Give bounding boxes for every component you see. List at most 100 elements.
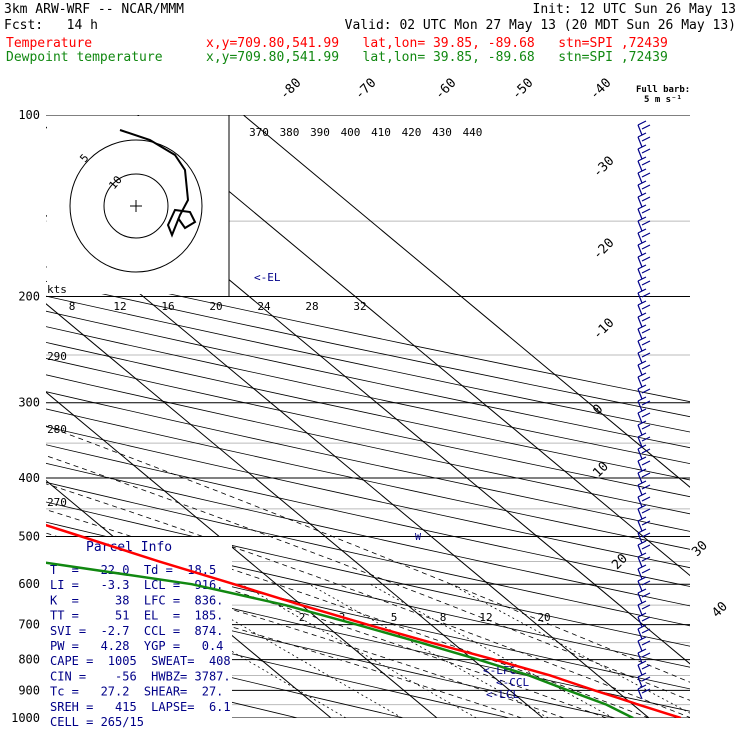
wind-barb — [637, 588, 651, 604]
temperature-label: Temperature — [6, 36, 93, 51]
isotherm-line — [46, 303, 544, 718]
wind-barb — [637, 684, 651, 700]
moist-adiabat-label: 20 — [209, 300, 222, 313]
hodograph-ring — [103, 173, 169, 239]
parcel-info-row: SVI = -2.7 CCL = 874. — [50, 624, 223, 638]
pressure-label: 100 — [18, 108, 40, 122]
wind-barb — [637, 132, 651, 148]
wind-barb — [637, 648, 651, 664]
wind-barb — [637, 528, 651, 544]
wind-barb — [637, 228, 651, 244]
wind-barb — [637, 612, 651, 628]
moist-adiabat-line — [46, 573, 522, 718]
dry-adiabat-line — [46, 280, 690, 418]
parcel-info-row: Tc = 27.2 SHEAR= 27. — [50, 685, 223, 699]
wind-barb — [637, 252, 651, 268]
theta-label: 390 — [310, 126, 330, 139]
el-label: <-EL — [254, 271, 281, 284]
wind-barb — [637, 312, 651, 328]
wind-barb — [637, 456, 651, 472]
wind-barb — [637, 384, 651, 400]
mixing-ratio-label: 5 — [391, 611, 398, 624]
parcel-info-row: PW = 4.28 YGP = 0.4 — [50, 639, 223, 653]
wind-barb — [637, 276, 651, 292]
pressure-label: 700 — [18, 618, 40, 632]
wind-barb — [637, 120, 651, 136]
wind-barb — [637, 336, 651, 352]
pressure-label: 900 — [18, 683, 40, 697]
lfc-label: <-LFC — [483, 664, 516, 677]
pressure-label: 600 — [18, 577, 40, 591]
theta-label: 280 — [47, 423, 67, 436]
wind-barb — [637, 432, 651, 448]
dry-adiabat-line — [46, 481, 690, 627]
theta-label: 290 — [47, 350, 67, 363]
dry-adiabat-line — [46, 326, 690, 465]
barb-legend-title: Full barb: — [636, 85, 690, 95]
mixing-ratio-label: 8 — [440, 611, 447, 624]
wind-barb — [637, 420, 651, 436]
isotherm-label: -10 — [590, 316, 617, 343]
wind-barb — [637, 348, 651, 364]
barb-legend-value: 5 m s⁻¹ — [644, 95, 682, 105]
wind-barb — [637, 408, 651, 424]
isotherm-label: -50 — [509, 76, 536, 103]
wind-barb — [637, 360, 651, 376]
isotherm-label: -40 — [587, 76, 614, 103]
isotherm-label: -70 — [352, 76, 379, 103]
dry-adiabat-line — [46, 426, 690, 569]
wind-barb — [637, 468, 651, 484]
parcel-info-row: TT = 51 EL = 185. — [50, 609, 223, 623]
parcel-info-row: K = 38 LFC = 836. — [50, 593, 223, 607]
wind-barb — [637, 480, 651, 496]
wind-barb — [637, 444, 651, 460]
theta-label: 440 — [463, 126, 483, 139]
wind-barb — [637, 240, 651, 256]
wind-barb — [637, 324, 651, 340]
wet-bulb-zero-marker: W — [415, 532, 422, 543]
dry-adiabat-line — [46, 341, 690, 481]
pressure-label: 400 — [18, 471, 40, 485]
mixing-ratio-line — [241, 583, 477, 718]
wind-barb — [637, 204, 651, 220]
isotherm-line — [46, 214, 650, 718]
temperature-line — [46, 523, 682, 718]
lcl-label: <-LCL — [486, 688, 519, 701]
temperature-location: x,y=709.80,541.99 lat,lon= 39.85, -89.68… — [206, 36, 668, 51]
hodograph-trace — [119, 129, 197, 238]
forecast-hour: Fcst: 14 h — [4, 18, 98, 33]
moist-adiabat-line — [46, 455, 690, 701]
moist-adiabat-label: 12 — [113, 300, 126, 313]
wind-barb — [637, 144, 651, 160]
dewpoint-location: x,y=709.80,541.99 lat,lon= 39.85, -89.68… — [206, 50, 668, 65]
wind-barb — [637, 168, 651, 184]
dry-adiabat-line — [46, 501, 690, 647]
theta-label: 410 — [371, 126, 391, 139]
wind-barb — [637, 264, 651, 280]
parcel-info-row: CIN = -56 HWBZ= 3787. — [50, 669, 231, 683]
theta-label: 430 — [432, 126, 452, 139]
theta-label: 400 — [341, 126, 361, 139]
mixing-ratio-line — [308, 583, 549, 718]
moist-adiabat-label: 16 — [161, 300, 174, 313]
dewpoint-line — [46, 561, 634, 718]
dry-adiabat-line — [46, 462, 690, 607]
wind-barb — [637, 672, 651, 688]
wind-barb — [637, 156, 651, 172]
mixing-ratio-label: 20 — [537, 611, 550, 624]
dry-adiabat-line — [46, 444, 690, 587]
pressure-label: 200 — [18, 290, 40, 304]
parcel-info-row: CELL = 265/15 — [50, 715, 144, 729]
pressure-label: 1000 — [11, 711, 40, 725]
wind-barb — [637, 516, 651, 532]
init-time: Init: 12 UTC Sun 26 May 13 — [532, 2, 737, 17]
isotherm-line — [137, 115, 690, 577]
wind-barb — [637, 576, 651, 592]
moist-adiabat-line — [46, 483, 690, 718]
parcel-info-row: CAPE = 1005 SWEAT= 408 — [50, 654, 231, 668]
hodograph-units: kts — [47, 283, 67, 296]
wind-barb — [637, 504, 651, 520]
dry-adiabat-line — [46, 295, 690, 433]
